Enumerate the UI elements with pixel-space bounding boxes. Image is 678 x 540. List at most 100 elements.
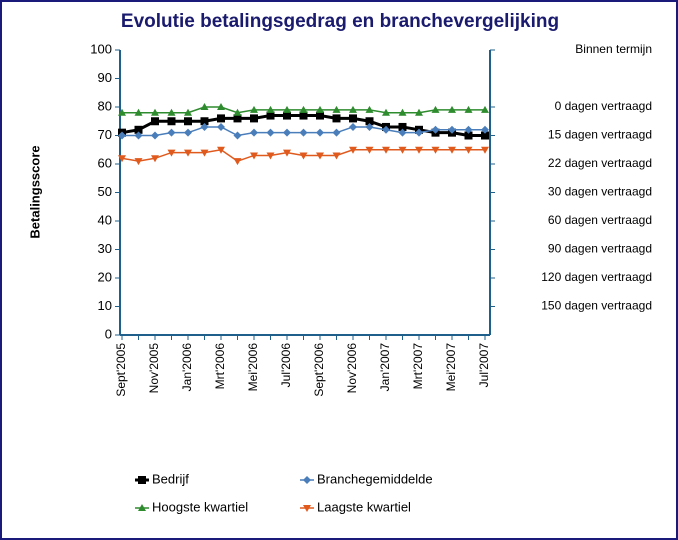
- marker: [250, 114, 258, 123]
- marker: [398, 108, 407, 116]
- y-tick-label: 30: [98, 241, 112, 256]
- marker: [316, 111, 324, 120]
- marker: [431, 125, 440, 134]
- marker: [217, 146, 225, 154]
- marker: [283, 105, 291, 113]
- x-tick-label: Jan'2007: [378, 343, 392, 392]
- marker: [303, 476, 311, 484]
- marker: [448, 125, 456, 134]
- marker: [167, 149, 176, 157]
- marker: [299, 128, 308, 137]
- marker: [134, 131, 143, 140]
- y-tick-label: 10: [98, 298, 112, 313]
- marker: [332, 152, 341, 160]
- marker: [184, 149, 192, 157]
- marker: [464, 131, 473, 140]
- marker: [365, 117, 374, 126]
- y-tick-label: 0: [105, 326, 112, 341]
- marker: [266, 111, 275, 120]
- marker: [431, 105, 440, 113]
- marker: [283, 149, 291, 157]
- marker: [464, 146, 473, 154]
- marker: [415, 108, 423, 116]
- x-tick-label: Sept'2005: [114, 343, 128, 397]
- marker: [167, 117, 176, 126]
- marker: [233, 114, 242, 123]
- marker: [233, 108, 242, 116]
- marker: [382, 108, 390, 116]
- marker: [299, 152, 308, 160]
- marker: [217, 114, 225, 123]
- marker: [382, 146, 390, 154]
- y2-tick-label: 0 dagen vertraagd: [555, 99, 652, 113]
- marker: [118, 108, 126, 116]
- marker: [283, 128, 291, 137]
- marker: [200, 122, 209, 131]
- marker: [316, 152, 324, 160]
- x-tick-label: Jul'2006: [279, 343, 293, 388]
- marker: [250, 152, 258, 160]
- chart-title: Evolutie betalingsgedrag en brancheverge…: [121, 11, 559, 32]
- marker: [184, 128, 192, 137]
- marker: [481, 125, 489, 134]
- marker: [464, 125, 473, 134]
- y2-tick-label: 150 dagen vertraagd: [541, 299, 652, 313]
- marker: [266, 128, 275, 137]
- marker: [431, 146, 440, 154]
- marker: [167, 108, 176, 116]
- marker: [349, 114, 357, 123]
- marker: [138, 504, 146, 511]
- marker: [299, 105, 308, 113]
- y2-tick-label: 60 dagen vertraagd: [548, 213, 652, 227]
- marker: [151, 108, 159, 116]
- y2-tick-label: 90 dagen vertraagd: [548, 242, 652, 256]
- marker: [415, 146, 423, 154]
- y-tick-label: 70: [98, 127, 112, 142]
- legend-label: Branchegemiddelde: [317, 471, 433, 486]
- marker: [365, 105, 374, 113]
- y-tick-label: 100: [90, 41, 112, 56]
- marker: [250, 105, 258, 113]
- marker: [398, 128, 407, 137]
- marker: [200, 117, 209, 126]
- x-tick-label: Sept'2006: [312, 343, 326, 397]
- marker: [332, 105, 341, 113]
- marker: [398, 122, 407, 131]
- marker: [448, 105, 456, 113]
- marker: [481, 131, 489, 140]
- marker: [134, 125, 143, 134]
- x-tick-label: Mei'2007: [444, 343, 458, 392]
- y-tick-label: 60: [98, 155, 112, 170]
- y2-tick-label: 120 dagen vertraagd: [541, 270, 652, 284]
- marker: [415, 128, 423, 137]
- marker: [233, 158, 242, 166]
- marker: [299, 111, 308, 120]
- marker: [316, 128, 324, 137]
- y-tick-label: 50: [98, 184, 112, 199]
- y-tick-label: 20: [98, 269, 112, 284]
- x-tick-label: Mrt'2007: [411, 343, 425, 390]
- marker: [151, 131, 159, 140]
- x-tick-label: Mei'2006: [246, 343, 260, 392]
- marker: [118, 155, 126, 163]
- marker: [134, 158, 143, 166]
- x-tick-label: Jan'2006: [180, 343, 194, 392]
- marker: [138, 476, 146, 484]
- legend-label: Bedrijf: [152, 471, 189, 486]
- marker: [266, 152, 275, 160]
- marker: [332, 128, 341, 137]
- marker: [167, 128, 176, 137]
- x-tick-label: Nov'2006: [345, 343, 359, 394]
- y-tick-label: 80: [98, 98, 112, 113]
- marker: [217, 103, 225, 110]
- marker: [184, 108, 192, 116]
- marker: [266, 105, 275, 113]
- marker: [332, 114, 341, 123]
- marker: [349, 146, 357, 154]
- y2-tick-label: 30 dagen vertraagd: [548, 185, 652, 199]
- marker: [481, 105, 489, 113]
- legend-label: Hoogste kwartiel: [152, 499, 248, 514]
- marker: [365, 122, 374, 131]
